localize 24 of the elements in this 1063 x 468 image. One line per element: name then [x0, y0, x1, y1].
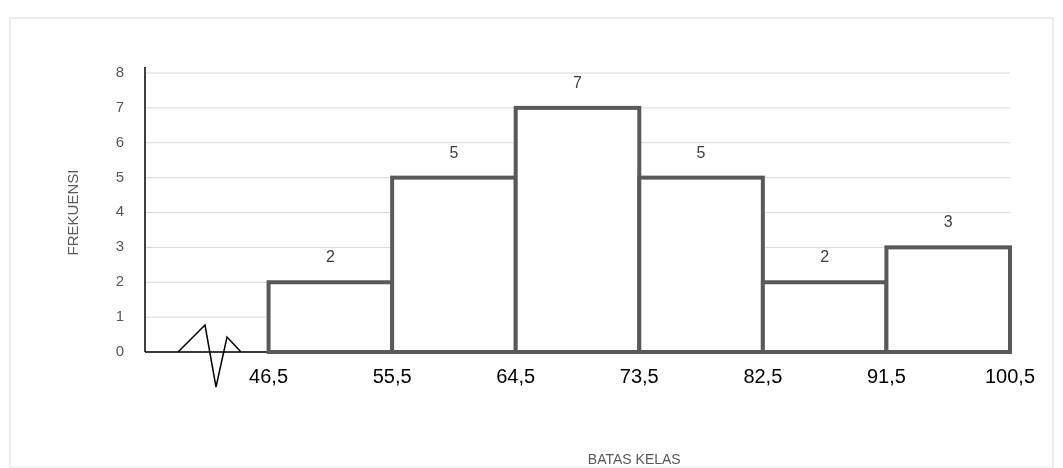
y-tick-label: 2 — [115, 272, 125, 290]
data-label: 7 — [573, 73, 583, 91]
y-tick-label: 5 — [115, 167, 125, 185]
y-tick-label: 6 — [115, 132, 125, 150]
x-axis-title: BATAS KELAS — [587, 451, 681, 467]
data-label: 5 — [449, 143, 459, 161]
x-tick-label: 91,5 — [866, 365, 906, 387]
y-tick-label: 4 — [115, 202, 125, 220]
data-label: 2 — [325, 248, 335, 266]
x-tick-label: 64,5 — [496, 365, 536, 387]
x-tick-label: 55,5 — [372, 365, 412, 387]
y-tick-label: 7 — [115, 97, 125, 115]
x-tick-label: 100,5 — [984, 365, 1036, 387]
y-tick-label: 0 — [115, 341, 125, 359]
x-tick-label: 82,5 — [743, 365, 783, 387]
y-tick-label: 8 — [115, 62, 125, 80]
x-tick-label: 46,5 — [249, 365, 289, 387]
data-label: 2 — [820, 248, 830, 266]
y-tick-label: 3 — [115, 237, 125, 255]
data-label: 3 — [943, 213, 953, 231]
y-axis-title: FREKUENSI — [64, 169, 81, 256]
y-tick-label: 1 — [115, 307, 125, 325]
x-tick-label: 73,5 — [619, 365, 659, 387]
data-label: 5 — [696, 143, 706, 161]
